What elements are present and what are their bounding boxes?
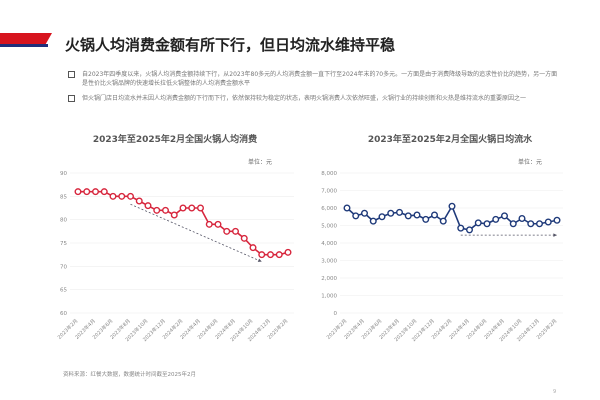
data-point (343, 204, 351, 212)
y-tick-label: 60 (60, 311, 67, 317)
data-point (553, 216, 561, 224)
data-point (527, 220, 535, 228)
data-point (422, 215, 430, 223)
chart-2-title: 2023年至2025年2月全国火锅日均流水 (367, 135, 533, 145)
y-tick-label: 8,000 (321, 171, 337, 177)
data-point (267, 251, 275, 259)
data-point (126, 192, 134, 200)
bullet-2: 但火锅门店日均流水并未因人均消费金额的下行而下行，依然保持较为稳定的状态，表明火… (68, 94, 562, 103)
y-tick-label: 0 (334, 311, 338, 317)
data-point (196, 204, 204, 212)
data-point (91, 188, 99, 196)
data-point (387, 209, 395, 217)
data-point (83, 188, 91, 196)
data-point (109, 192, 117, 200)
trend-arrowhead-icon (257, 258, 262, 262)
y-tick-label: 5,000 (321, 224, 337, 230)
data-point (249, 244, 257, 252)
data-point (223, 227, 231, 235)
y-tick-label: 3,000 (321, 259, 337, 265)
series-line (78, 190, 289, 256)
page-number: 9 (553, 389, 557, 395)
data-point (258, 251, 266, 259)
bullet-1: 自2023年四季度以来，火锅人均消费金额持续下行，从2023年80多元的人均消费… (68, 70, 562, 88)
data-point (448, 202, 456, 210)
data-point (240, 234, 248, 242)
header-accent-bar (0, 33, 52, 44)
bullet-text: 但火锅门店日均流水并未因人均消费金额的下行而下行，依然保持较为稳定的状态，表明火… (82, 95, 527, 102)
data-point (466, 226, 474, 234)
data-point (100, 188, 108, 196)
data-point (431, 211, 439, 219)
data-point (153, 206, 161, 214)
data-point (483, 220, 491, 228)
trend-arrow (130, 203, 262, 263)
data-point (275, 251, 283, 259)
data-point (474, 219, 482, 227)
data-point (144, 202, 152, 210)
data-point (457, 224, 465, 232)
data-point (544, 218, 552, 226)
y-tick-label: 85 (60, 194, 67, 200)
data-point (492, 215, 500, 223)
data-point (361, 209, 369, 217)
data-point (205, 220, 213, 228)
y-tick-label: 4,000 (321, 241, 337, 247)
data-point (161, 206, 169, 214)
data-point (518, 214, 526, 222)
trend-arrowhead-icon (553, 233, 557, 237)
page-title: 火锅人均消费金额有所下行，但日均流水维持平稳 (65, 36, 396, 54)
data-point (378, 213, 386, 221)
data-point (170, 211, 178, 219)
bullet-square-icon (68, 71, 75, 78)
y-tick-label: 75 (60, 241, 67, 247)
data-point (118, 192, 126, 200)
y-tick-label: 80 (60, 218, 67, 224)
data-point (231, 227, 239, 235)
y-tick-label: 7,000 (321, 189, 337, 195)
header-accent-underline (0, 44, 48, 47)
data-point (509, 220, 517, 228)
y-tick-label: 90 (60, 171, 67, 177)
data-point (439, 217, 447, 225)
chart-2-unit: 单位：元 (518, 159, 543, 166)
data-point (214, 220, 222, 228)
bullet-text: 自2023年四季度以来，火锅人均消费金额持续下行，从2023年80多元的人均消费… (82, 71, 558, 87)
data-point (413, 211, 421, 219)
y-tick-label: 1,000 (321, 294, 337, 300)
y-tick-label: 2,000 (321, 276, 337, 282)
data-point (135, 197, 143, 205)
data-point (352, 212, 360, 220)
series-line (346, 204, 558, 231)
y-tick-label: 70 (60, 264, 67, 270)
y-tick-label: 6,000 (321, 206, 337, 212)
data-point (179, 204, 187, 212)
chart-1-unit: 单位：元 (248, 159, 273, 166)
data-point (74, 188, 82, 196)
data-point (369, 217, 377, 225)
data-point (404, 212, 412, 220)
data-point (536, 220, 544, 228)
source-note: 资料来源：红餐大数据，数据统计时间截至2025年2月 (63, 372, 196, 378)
data-point (501, 212, 509, 220)
bullet-square-icon (68, 95, 75, 102)
data-point (396, 208, 404, 216)
data-point (284, 248, 292, 256)
data-point (188, 204, 196, 212)
y-tick-label: 65 (60, 288, 67, 294)
chart-1-title: 2023年至2025年2月全国火锅人均消费 (92, 135, 258, 145)
